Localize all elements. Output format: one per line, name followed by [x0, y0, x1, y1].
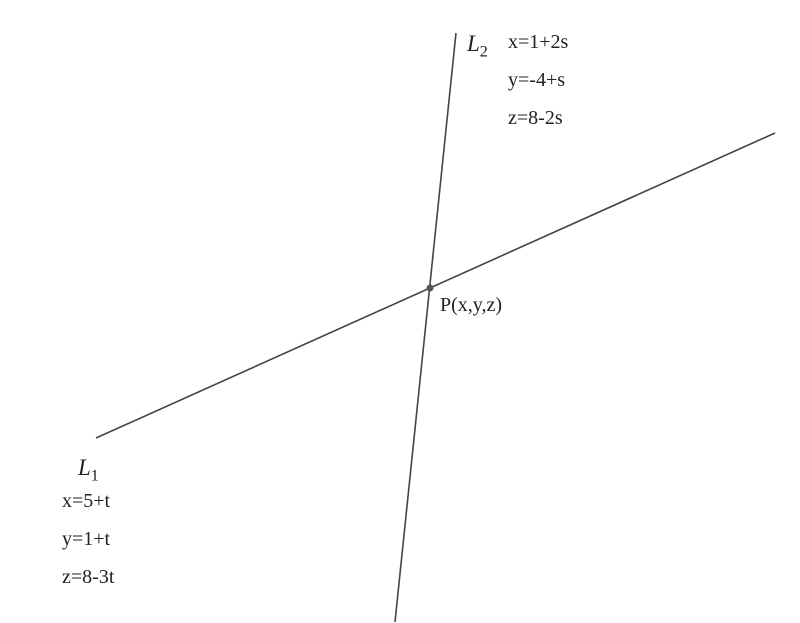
l1-eq-1: y=1+t	[62, 528, 110, 551]
line-l2	[395, 33, 456, 622]
l1-label-main: L	[78, 455, 91, 480]
l2-label: L2	[467, 31, 488, 62]
l2-label-main: L	[467, 31, 480, 56]
line-l1	[96, 133, 775, 438]
point-label: P(x,y,z)	[440, 294, 502, 317]
l2-eq-2: z=8-2s	[508, 107, 563, 130]
l1-eq-2: z=8-3t	[62, 566, 114, 589]
l1-eq-0: x=5+t	[62, 490, 110, 513]
l2-label-sub: 2	[480, 44, 488, 61]
l2-eq-1: y=-4+s	[508, 69, 565, 92]
diagram-canvas	[0, 0, 800, 623]
l1-label: L1	[78, 455, 99, 486]
l1-label-sub: 1	[91, 468, 99, 485]
intersection-point	[427, 285, 434, 292]
l2-eq-0: x=1+2s	[508, 31, 568, 54]
